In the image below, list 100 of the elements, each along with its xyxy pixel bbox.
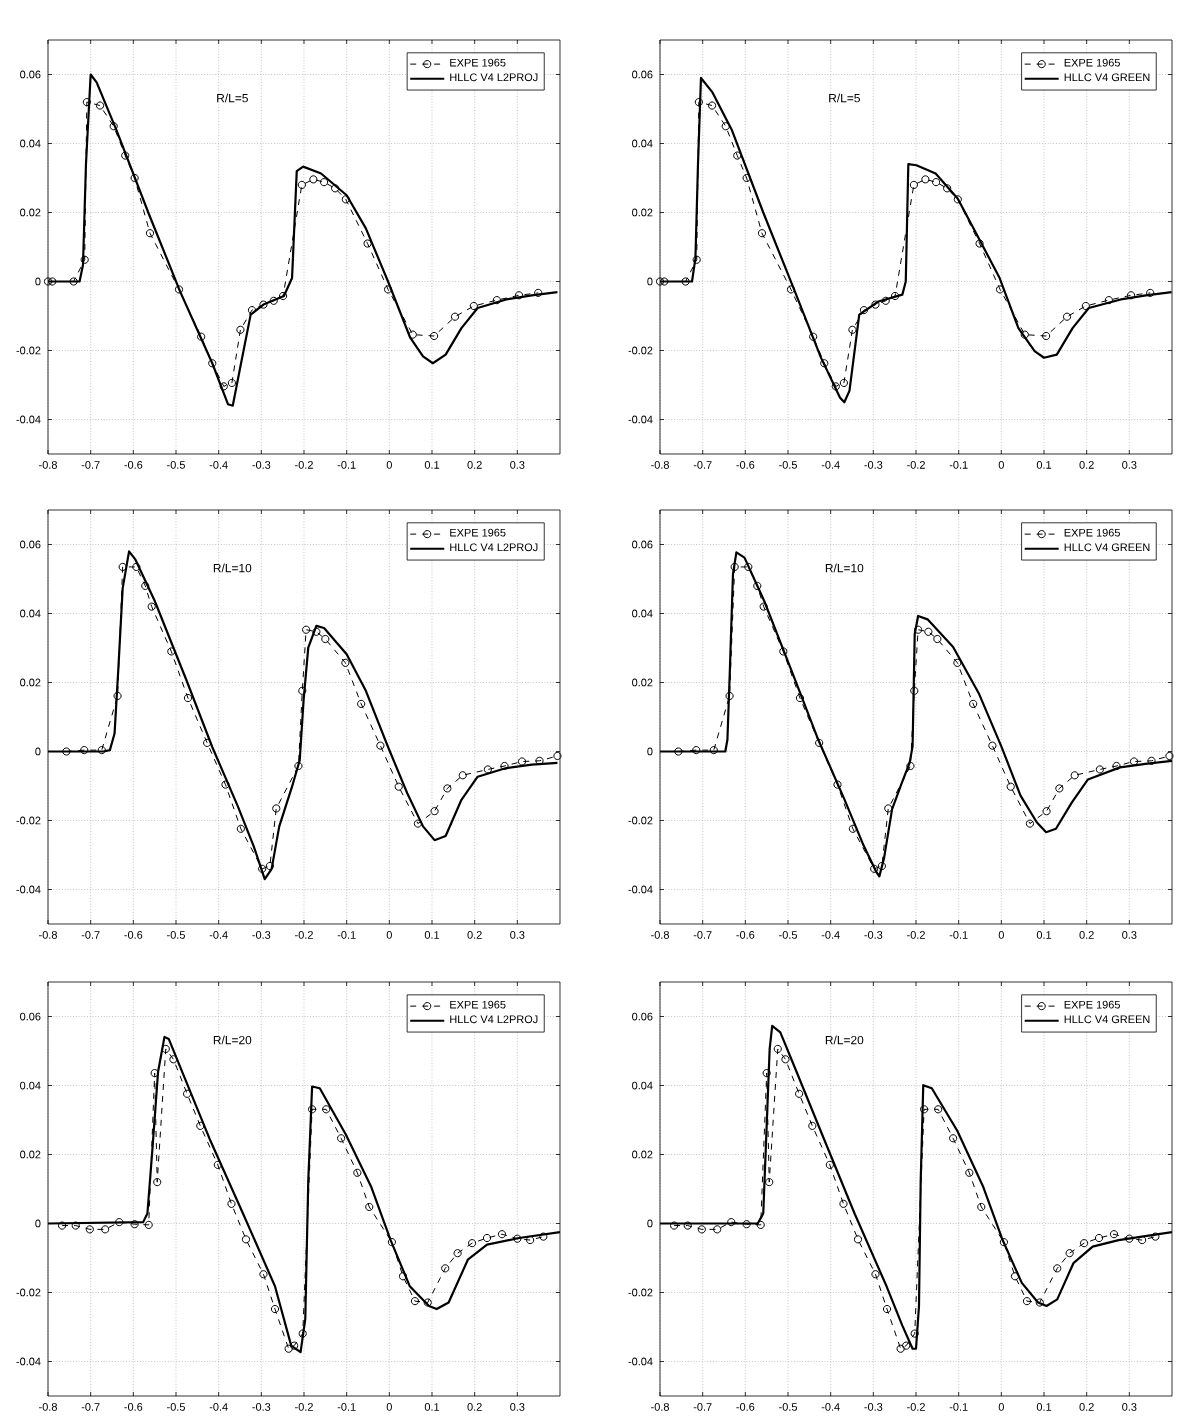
point <box>383 285 393 294</box>
point <box>483 765 492 774</box>
point <box>269 296 278 305</box>
point <box>430 807 439 816</box>
point <box>410 1297 420 1306</box>
point <box>535 756 544 765</box>
point <box>896 1344 905 1353</box>
point <box>272 804 281 813</box>
point <box>999 1238 1008 1247</box>
point <box>694 98 703 107</box>
point <box>1006 782 1015 791</box>
point <box>113 691 122 701</box>
point <box>514 291 524 300</box>
point <box>742 173 751 183</box>
point <box>85 1225 94 1234</box>
point <box>294 761 303 771</box>
point <box>141 581 150 590</box>
point <box>118 562 127 572</box>
point <box>69 277 78 286</box>
point <box>1025 819 1035 828</box>
point <box>1129 757 1139 766</box>
point <box>167 647 176 656</box>
point <box>871 1270 880 1279</box>
point <box>109 122 118 131</box>
point <box>884 804 893 813</box>
point <box>1081 301 1090 311</box>
point <box>227 378 236 388</box>
point <box>513 1234 522 1243</box>
point <box>1146 288 1155 297</box>
point <box>258 864 267 873</box>
point <box>298 686 307 695</box>
point <box>430 331 439 341</box>
point <box>953 658 962 667</box>
point <box>881 296 890 305</box>
point <box>482 1233 492 1243</box>
point <box>161 1044 170 1054</box>
point <box>357 699 366 708</box>
point <box>808 1121 817 1130</box>
point <box>62 747 71 756</box>
point <box>341 658 350 667</box>
point <box>921 175 930 184</box>
point <box>398 1272 408 1281</box>
point <box>153 1178 162 1187</box>
point <box>660 277 669 286</box>
point <box>279 291 288 301</box>
point <box>809 332 818 341</box>
point <box>241 1235 251 1244</box>
point <box>781 1055 790 1064</box>
point <box>1126 291 1136 300</box>
point <box>144 1220 153 1229</box>
point <box>871 300 880 309</box>
point <box>48 277 57 286</box>
point <box>753 581 762 590</box>
point <box>247 306 257 315</box>
point <box>725 691 734 701</box>
point <box>174 285 184 294</box>
point <box>376 741 385 750</box>
point <box>709 746 718 755</box>
point <box>995 285 1005 294</box>
point <box>121 151 130 160</box>
point <box>458 771 467 780</box>
point <box>933 634 942 644</box>
point <box>975 239 984 248</box>
point <box>1125 1234 1134 1243</box>
point <box>848 824 857 833</box>
point <box>1010 1272 1020 1281</box>
point <box>759 602 768 611</box>
point <box>697 1225 706 1234</box>
point <box>965 1168 974 1177</box>
point <box>1022 1297 1032 1306</box>
point <box>265 861 274 871</box>
point <box>319 178 329 187</box>
point <box>924 627 933 636</box>
point <box>553 751 562 761</box>
point <box>1042 807 1051 816</box>
point <box>1065 1249 1074 1258</box>
point <box>337 1134 346 1143</box>
point <box>910 1329 919 1338</box>
point <box>674 747 683 756</box>
point <box>765 1178 774 1187</box>
point <box>312 627 321 636</box>
point <box>721 122 730 131</box>
point <box>839 378 848 388</box>
point <box>757 229 767 238</box>
point <box>309 175 318 184</box>
point <box>130 173 139 183</box>
point <box>290 1341 299 1350</box>
point <box>500 761 509 771</box>
point <box>183 693 193 703</box>
point <box>302 625 311 634</box>
point <box>145 229 155 238</box>
point <box>298 1329 307 1338</box>
point <box>259 1270 268 1279</box>
point <box>169 1055 178 1064</box>
point <box>468 1239 477 1248</box>
point <box>213 1160 222 1169</box>
point <box>539 1232 548 1241</box>
point <box>321 634 330 644</box>
point <box>1094 1233 1104 1243</box>
point <box>57 1221 67 1230</box>
